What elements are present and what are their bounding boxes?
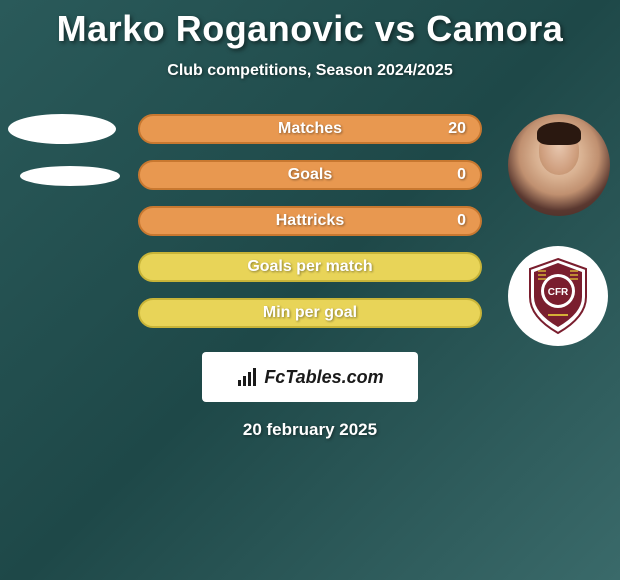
- stat-bar-goals: Goals 0: [138, 160, 482, 190]
- stat-label: Min per goal: [263, 304, 357, 322]
- stat-bar-min-per-goal: Min per goal: [138, 298, 482, 328]
- stat-label: Matches: [278, 120, 342, 138]
- team-right-logo: CFR: [508, 246, 608, 346]
- stat-value-right: 20: [448, 120, 466, 138]
- chart-icon: [236, 366, 258, 388]
- team-right-badge: CFR: [524, 257, 592, 335]
- player-right-avatar: [508, 114, 610, 216]
- stat-bar-hattricks: Hattricks 0: [138, 206, 482, 236]
- team-badge-text: CFR: [548, 287, 569, 298]
- brand-box: FcTables.com: [202, 352, 418, 402]
- stat-bar-matches: Matches 20: [138, 114, 482, 144]
- infographic-container: Marko Roganovic vs Camora Club competiti…: [0, 0, 620, 440]
- stat-bar-goals-per-match: Goals per match: [138, 252, 482, 282]
- player-left-avatar-placeholder: [8, 114, 116, 144]
- stat-label: Hattricks: [276, 212, 344, 230]
- stat-value-right: 0: [457, 166, 466, 184]
- page-title: Marko Roganovic vs Camora: [0, 8, 620, 50]
- stat-bars: Matches 20 Goals 0 Hattricks 0 Goals per…: [138, 114, 482, 344]
- stat-label: Goals per match: [247, 258, 372, 276]
- stats-area: CFR Matches 20 Goals 0 Hattricks 0: [0, 114, 620, 344]
- player-left-column: [8, 114, 120, 186]
- subtitle: Club competitions, Season 2024/2025: [0, 62, 620, 80]
- stat-value-right: 0: [457, 212, 466, 230]
- date-text: 20 february 2025: [0, 420, 620, 440]
- brand-text: FcTables.com: [264, 367, 383, 388]
- player-right-column: CFR: [508, 114, 610, 346]
- stat-label: Goals: [288, 166, 332, 184]
- team-left-logo-placeholder: [20, 166, 120, 186]
